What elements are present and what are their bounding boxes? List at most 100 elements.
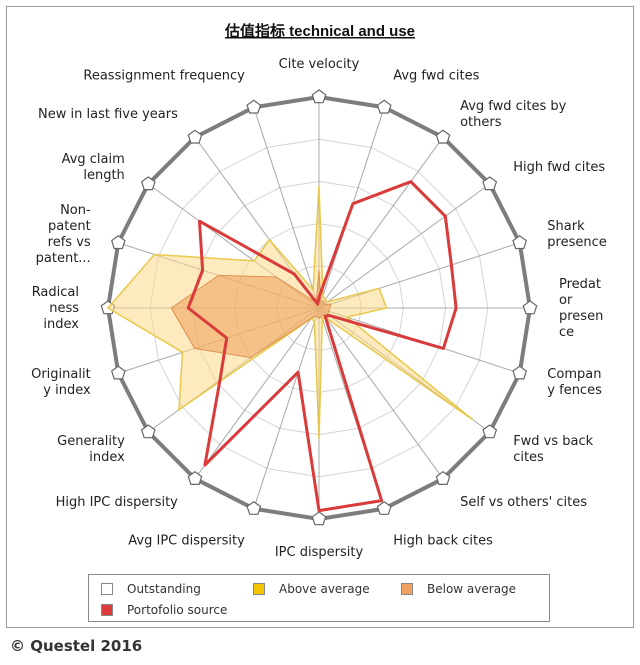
axis-label-line: Predat (559, 277, 601, 292)
axis-label-line: High IPC dispersity (56, 495, 179, 510)
legend-swatch-above-average (253, 583, 265, 595)
axis-spoke (253, 107, 320, 309)
axis-label: New in last five years (38, 107, 178, 122)
legend-label: Below average (427, 582, 517, 596)
axis-label-line: presen (559, 309, 603, 324)
axis-label-line: index (89, 450, 125, 465)
axis-label-line: Reassignment frequency (83, 69, 245, 84)
axis-label: Predat or presen ce (559, 277, 603, 340)
axis-marker (246, 99, 262, 114)
axis-label-line: or (559, 293, 573, 308)
copyright-text: © Questel 2016 (10, 637, 143, 655)
axis-label-line: presence (547, 235, 606, 250)
axis-marker (311, 89, 327, 104)
axis-label-line: length (83, 168, 124, 183)
axis-label-line: Originalit (31, 367, 91, 382)
axis-label: Reassignment frequency (83, 69, 245, 84)
legend-label: Portofolio source (127, 603, 228, 617)
axis-label: Non-patent refs vs patent... (36, 203, 91, 266)
axis-marker (482, 424, 498, 439)
axis-label-line: Compan (547, 367, 601, 382)
axis-label: Originalit y index (31, 367, 91, 398)
legend-item-portfolio-source: Portofolio source (101, 602, 227, 618)
axis-marker (512, 235, 528, 250)
axis-label: Cite velocity (279, 57, 360, 72)
axis-label-line: Shark (547, 219, 585, 234)
axis-label: Avg fwd cites by others (460, 99, 567, 130)
axis-marker (140, 176, 156, 191)
axis-label: Compan y fences (547, 367, 602, 398)
legend-swatch-below-average (401, 583, 413, 595)
legend-swatch-portfolio-source (101, 604, 113, 616)
axis-label: High IPC dispersity (56, 495, 179, 510)
axis-label-line: patent... (36, 251, 91, 266)
axis-spoke (318, 137, 444, 309)
axis-spoke (318, 307, 444, 479)
axis-marker (435, 129, 451, 144)
axis-label: Avg claim length (62, 152, 125, 183)
axis-label-line: y index (43, 383, 91, 398)
axis-label: High back cites (393, 533, 493, 548)
axis-label: IPC dispersity (275, 545, 364, 560)
series-below-average (170, 269, 332, 359)
axis-marker (435, 470, 451, 485)
axis-label-line: patent (48, 219, 91, 234)
axis-label-line: High fwd cites (513, 160, 605, 175)
axis-label-line: New in last five years (38, 107, 178, 122)
legend-label: Outstanding (127, 582, 201, 596)
axis-label-line: ness (49, 301, 79, 316)
axis-label-line: Avg fwd cites (393, 69, 479, 84)
axis-marker (311, 511, 327, 526)
axis-spoke (318, 183, 490, 309)
axis-marker (110, 235, 126, 250)
axis-label: Generality index (57, 434, 125, 465)
chart-title: 估值指标 technical and use (224, 22, 415, 40)
axis-marker (522, 300, 538, 315)
axis-label-line: Self vs others' cites (460, 495, 587, 510)
legend-item-below-average: Below average (401, 581, 516, 597)
axis-marker (140, 424, 156, 439)
axis-label-line: High back cites (393, 533, 493, 548)
axis-spoke (253, 307, 320, 509)
axis-label-line: Fwd vs back (513, 434, 593, 449)
radar-series (106, 180, 474, 513)
axis-label: Self vs others' cites (460, 495, 587, 510)
axis-marker (482, 176, 498, 191)
axis-label-line: Generality (57, 434, 125, 449)
axis-label-line: others (460, 115, 502, 130)
axis-marker (187, 470, 203, 485)
legend-swatch-outstanding (101, 583, 113, 595)
axis-label-line: cites (513, 450, 544, 465)
axis-label: High fwd cites (513, 160, 605, 175)
axis-label: Fwd vs back cites (513, 434, 593, 465)
axis-label-line: Non- (60, 203, 91, 218)
radar-chart: 估值指标 technical and use Cite velocity Avg … (31, 22, 607, 560)
series-portofolio-source (186, 180, 458, 513)
axis-label-line: Cite velocity (279, 57, 360, 72)
axis-label: Avg IPC dispersity (128, 533, 245, 548)
legend-item-outstanding: Outstanding (101, 581, 201, 597)
axis-label-line: Radical (32, 285, 79, 300)
axis-label-line: ce (559, 325, 574, 340)
legend: Outstanding Above average Below average … (88, 574, 550, 622)
axis-label-line: index (43, 317, 79, 332)
axis-label-line: Avg claim (62, 152, 125, 167)
axis-label-line: y fences (547, 383, 602, 398)
axis-label-line: Avg fwd cites by (460, 99, 567, 114)
axis-label: Avg fwd cites (393, 69, 479, 84)
axis-label: Shark presence (547, 219, 606, 250)
axis-marker (187, 129, 203, 144)
axis-label-line: IPC dispersity (275, 545, 364, 560)
chart-frame (6, 6, 634, 628)
axis-label: Radical ness index (32, 285, 80, 332)
axis-label-line: refs vs (48, 235, 91, 250)
legend-label: Above average (279, 582, 370, 596)
axis-labels: Cite velocity Avg fwd cites Avg fwd cites … (31, 57, 607, 560)
legend-item-above-average: Above average (253, 581, 370, 597)
axis-marker (246, 500, 262, 515)
axis-label-line: Avg IPC dispersity (128, 533, 245, 548)
axis-spoke (194, 307, 320, 479)
axis-marker (376, 500, 392, 515)
axis-marker (512, 365, 528, 380)
axis-marker (110, 365, 126, 380)
